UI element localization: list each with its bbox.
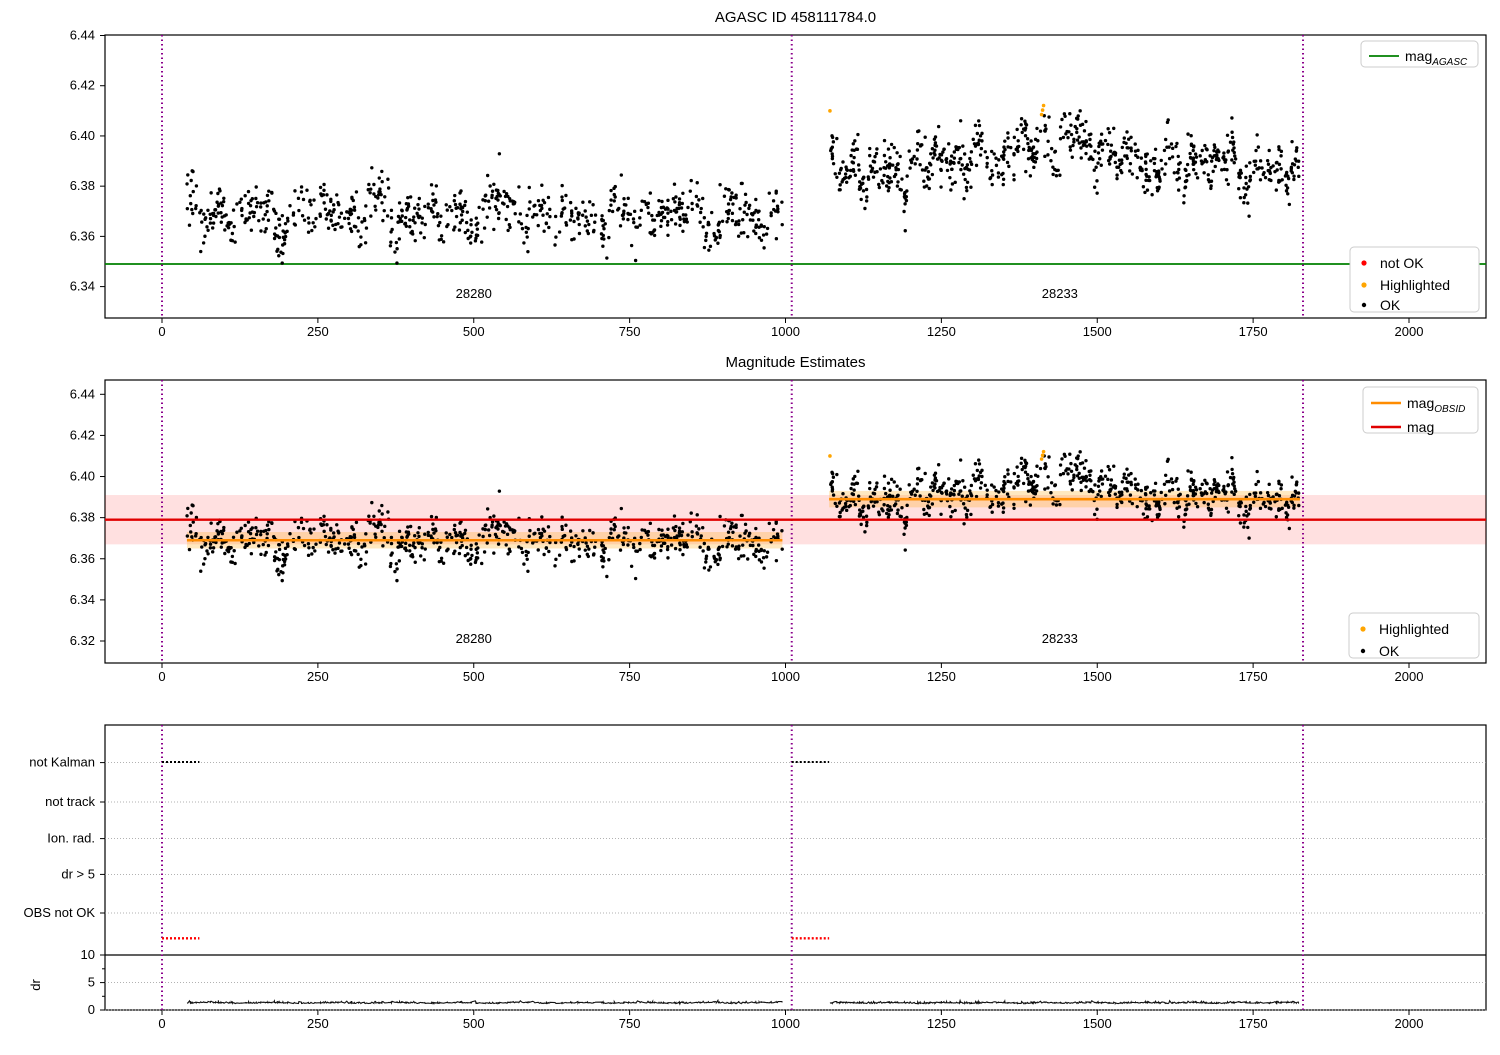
- svg-text:6.44: 6.44: [70, 28, 95, 43]
- svg-text:750: 750: [619, 669, 641, 684]
- svg-text:28280: 28280: [456, 631, 492, 646]
- svg-text:1250: 1250: [927, 669, 956, 684]
- svg-text:AGASC ID 458111784.0: AGASC ID 458111784.0: [715, 9, 876, 26]
- svg-text:Ion. rad.: Ion. rad.: [47, 831, 95, 846]
- svg-text:0: 0: [158, 324, 165, 339]
- svg-text:500: 500: [463, 1016, 485, 1031]
- svg-text:dr: dr: [28, 979, 43, 991]
- svg-text:OBS not OK: OBS not OK: [23, 905, 95, 920]
- svg-text:1500: 1500: [1083, 1016, 1112, 1031]
- svg-text:750: 750: [619, 324, 641, 339]
- svg-text:6.40: 6.40: [70, 128, 95, 143]
- svg-text:not Kalman: not Kalman: [29, 755, 95, 770]
- svg-text:6.36: 6.36: [70, 228, 95, 243]
- svg-text:2000: 2000: [1395, 669, 1424, 684]
- svg-text:6.44: 6.44: [70, 386, 95, 401]
- svg-text:0: 0: [158, 669, 165, 684]
- svg-text:6.34: 6.34: [70, 592, 95, 607]
- svg-text:500: 500: [463, 324, 485, 339]
- svg-text:500: 500: [463, 669, 485, 684]
- svg-text:0: 0: [88, 1002, 95, 1017]
- svg-text:250: 250: [307, 324, 329, 339]
- svg-text:1000: 1000: [771, 1016, 800, 1031]
- svg-text:1750: 1750: [1239, 669, 1268, 684]
- svg-text:1750: 1750: [1239, 324, 1268, 339]
- svg-text:Highlighted: Highlighted: [1379, 621, 1449, 637]
- svg-text:6.36: 6.36: [70, 551, 95, 566]
- svg-text:OK: OK: [1380, 297, 1401, 313]
- svg-text:6.42: 6.42: [70, 78, 95, 93]
- svg-text:28280: 28280: [456, 286, 492, 301]
- svg-text:1250: 1250: [927, 1016, 956, 1031]
- svg-text:5: 5: [88, 975, 95, 990]
- svg-text:1500: 1500: [1083, 669, 1112, 684]
- svg-text:6.38: 6.38: [70, 178, 95, 193]
- svg-text:750: 750: [619, 1016, 641, 1031]
- svg-text:6.38: 6.38: [70, 510, 95, 525]
- svg-text:Magnitude Estimates: Magnitude Estimates: [725, 354, 865, 371]
- svg-text:6.40: 6.40: [70, 469, 95, 484]
- svg-text:28233: 28233: [1042, 631, 1078, 646]
- svg-text:10: 10: [81, 947, 95, 962]
- svg-text:0: 0: [158, 1016, 165, 1031]
- svg-text:28233: 28233: [1042, 286, 1078, 301]
- svg-text:1000: 1000: [771, 324, 800, 339]
- svg-text:6.32: 6.32: [70, 633, 95, 648]
- svg-text:1250: 1250: [927, 324, 956, 339]
- svg-text:not OK: not OK: [1380, 255, 1424, 271]
- svg-text:1000: 1000: [771, 669, 800, 684]
- svg-text:250: 250: [307, 669, 329, 684]
- svg-text:6.34: 6.34: [70, 279, 95, 294]
- svg-text:2000: 2000: [1395, 324, 1424, 339]
- svg-text:not track: not track: [45, 794, 95, 809]
- svg-text:OK: OK: [1379, 643, 1400, 659]
- svg-text:250: 250: [307, 1016, 329, 1031]
- svg-text:1500: 1500: [1083, 324, 1112, 339]
- svg-text:6.42: 6.42: [70, 427, 95, 442]
- svg-text:Highlighted: Highlighted: [1380, 277, 1450, 293]
- svg-text:mag: mag: [1407, 419, 1434, 435]
- svg-text:1750: 1750: [1239, 1016, 1268, 1031]
- svg-text:dr > 5: dr > 5: [61, 866, 95, 881]
- svg-text:2000: 2000: [1395, 1016, 1424, 1031]
